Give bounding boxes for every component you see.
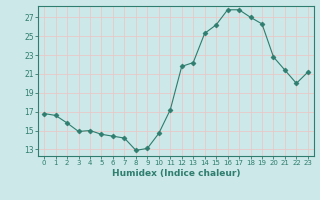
X-axis label: Humidex (Indice chaleur): Humidex (Indice chaleur) bbox=[112, 169, 240, 178]
